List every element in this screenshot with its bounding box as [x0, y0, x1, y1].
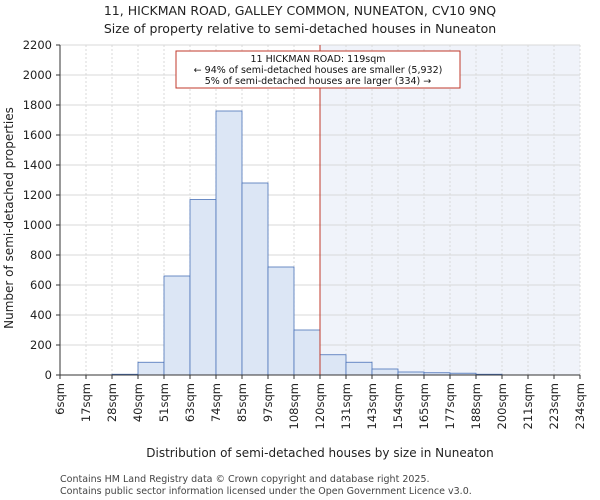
chart-title-line1: 11, HICKMAN ROAD, GALLEY COMMON, NUNEATO…	[104, 3, 496, 18]
y-tick-label-400: 400	[30, 308, 52, 322]
bar-143sqm	[371, 368, 399, 376]
bar-108sqm	[293, 329, 321, 376]
annotation-box	[175, 50, 461, 89]
x-tick-label-154sqm: 154sqm	[391, 383, 405, 429]
bar-120sqm	[319, 354, 347, 376]
x-tick-label-17sqm: 17sqm	[79, 383, 93, 422]
y-tick-label-1200: 1200	[23, 188, 52, 202]
x-tick-label-63sqm: 63sqm	[183, 383, 197, 422]
bar-74sqm	[215, 110, 243, 376]
footer-line2: Contains public sector information licen…	[60, 486, 472, 497]
x-tick-label-120sqm: 120sqm	[313, 383, 327, 429]
x-axis-label: Distribution of semi-detached houses by …	[146, 446, 493, 460]
bar-40sqm	[137, 361, 165, 376]
bar-131sqm	[345, 361, 373, 376]
x-tick-label-74sqm: 74sqm	[209, 383, 223, 422]
annotation-line2: ← 94% of semi-detached houses are smalle…	[194, 65, 443, 76]
annotation-line1: 11 HICKMAN ROAD: 119sqm	[250, 54, 385, 65]
bar-85sqm	[241, 182, 269, 376]
x-tick-label-177sqm: 177sqm	[443, 383, 457, 429]
y-tick-label-1600: 1600	[23, 128, 52, 142]
y-axis-label: Number of semi-detached properties	[2, 107, 16, 329]
x-tick-label-6sqm: 6sqm	[53, 383, 67, 415]
x-tick-label-143sqm: 143sqm	[365, 383, 379, 429]
y-tick-label-1400: 1400	[23, 158, 52, 172]
x-tick-label-223sqm: 223sqm	[547, 383, 561, 429]
x-tick-label-51sqm: 51sqm	[157, 383, 171, 422]
footer-line1: Contains HM Land Registry data © Crown c…	[60, 474, 430, 485]
y-tick-label-1000: 1000	[23, 218, 52, 232]
x-tick-label-85sqm: 85sqm	[235, 383, 249, 422]
x-tick-label-165sqm: 165sqm	[417, 383, 431, 429]
y-tick-label-0: 0	[45, 368, 52, 382]
y-tick-label-2200: 2200	[23, 38, 52, 52]
x-tick-label-40sqm: 40sqm	[131, 383, 145, 422]
x-tick-label-200sqm: 200sqm	[495, 383, 509, 429]
x-tick-label-108sqm: 108sqm	[287, 383, 301, 429]
chart-title-line2: Size of property relative to semi-detach…	[104, 21, 496, 36]
x-tick-label-28sqm: 28sqm	[105, 383, 119, 422]
bar-51sqm	[163, 275, 191, 376]
bar-63sqm	[189, 199, 217, 376]
bar-97sqm	[267, 266, 295, 376]
y-tick-label-1800: 1800	[23, 98, 52, 112]
x-tick-label-211sqm: 211sqm	[521, 383, 535, 429]
x-tick-label-131sqm: 131sqm	[339, 383, 353, 429]
x-tick-label-97sqm: 97sqm	[261, 383, 275, 422]
annotation-line3: 5% of semi-detached houses are larger (3…	[205, 76, 432, 87]
x-tick-label-188sqm: 188sqm	[469, 383, 483, 429]
y-tick-label-600: 600	[30, 278, 52, 292]
y-tick-label-200: 200	[30, 338, 52, 352]
x-tick-label-234sqm: 234sqm	[573, 383, 587, 429]
y-tick-label-800: 800	[30, 248, 52, 262]
marker-annotation: 11 HICKMAN ROAD: 119sqm ← 94% of semi-de…	[175, 50, 461, 89]
y-tick-label-2000: 2000	[23, 68, 52, 82]
